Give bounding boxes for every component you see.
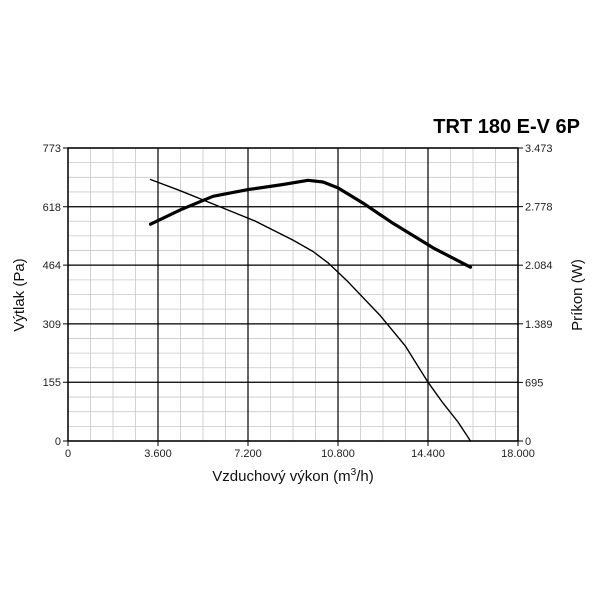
y-right-tick-label: 3.473 [525,143,553,155]
y-left-tick-label: 309 [43,319,61,331]
chart-title: TRT 180 E-V 6P [433,116,580,138]
y-left-tick-label: 0 [55,436,61,448]
x-axis-label-end: /h) [356,468,374,485]
x-tick-label: 7.200 [234,448,262,460]
series [148,178,473,442]
x-axis-label-main: Vzduchový výkon (m [212,468,350,485]
y-left-tick-label: 155 [43,377,61,389]
x-tick-label: 0 [65,448,71,460]
x-axis-label-sup: 3 [351,467,357,478]
tick-labels: 0 3.600 7.200 10.800 14.400 18.00001553094646… [43,143,553,460]
x-tick-label: 10.800 [321,448,355,460]
y-right-tick-label: 2.084 [525,260,553,272]
y-axis-label-right: Príkon (W) [569,259,586,331]
x-tick-label: 3.600 [144,448,172,460]
y-right-tick-label: 2.778 [525,202,553,214]
y-right-tick-label: 0 [525,436,531,448]
y-left-tick-label: 618 [43,202,61,214]
x-axis-label: Vzduchový výkon (m3/h) [212,467,373,485]
y-left-tick-label: 464 [43,260,61,272]
power-curve [148,178,473,269]
y-axis-label-left: Výtlak (Pa) [11,258,28,331]
grid [67,147,519,442]
plot-frame [67,147,519,442]
pressure-curve [149,178,472,442]
y-right-tick-label: 1.389 [525,319,553,331]
x-tick-label: 18.000 [501,448,535,460]
x-tick-label: 14.400 [411,448,445,460]
y-left-tick-label: 773 [43,143,61,155]
y-right-tick-label: 695 [525,377,543,389]
